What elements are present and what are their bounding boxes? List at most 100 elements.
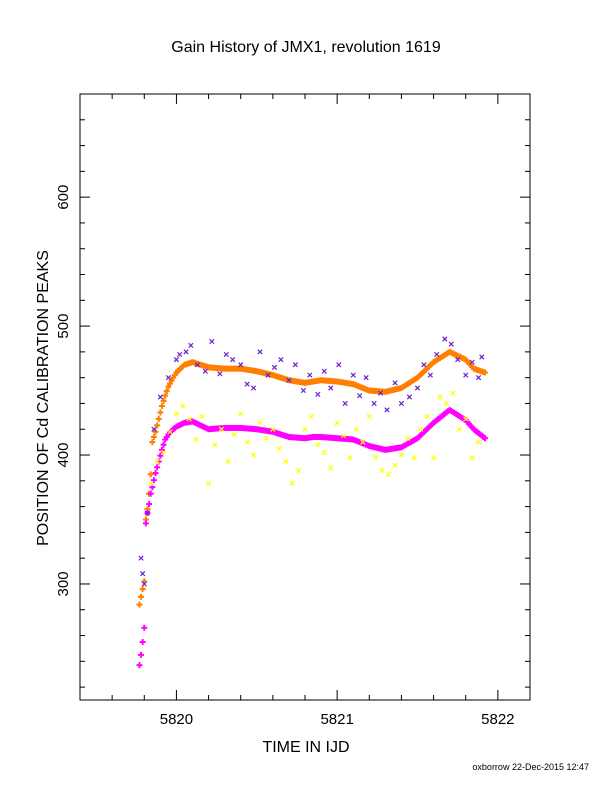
data-point bbox=[193, 436, 199, 443]
data-point bbox=[141, 624, 148, 631]
fit-marker bbox=[150, 433, 157, 440]
data-point bbox=[321, 449, 327, 456]
data-point bbox=[136, 601, 143, 608]
x-axis-label: TIME IN IJD bbox=[262, 739, 349, 756]
data-point bbox=[450, 390, 456, 396]
y-axis: 300 400 500 600 bbox=[55, 93, 530, 688]
data-point bbox=[139, 586, 146, 593]
data-point bbox=[146, 501, 153, 508]
data-point bbox=[180, 403, 186, 409]
data-point bbox=[136, 662, 143, 669]
data-point bbox=[165, 375, 172, 381]
data-point bbox=[469, 454, 475, 461]
data-point bbox=[202, 368, 208, 374]
data-point bbox=[328, 465, 334, 471]
data-point bbox=[225, 458, 231, 465]
data-point bbox=[405, 435, 411, 441]
data-point bbox=[151, 426, 157, 432]
data-point bbox=[158, 403, 165, 410]
x-tick-label: 5820 bbox=[160, 711, 193, 728]
y-axis-label: POSITION OF Cd CALIBRATION PEAKS bbox=[35, 250, 52, 546]
data-point bbox=[406, 394, 413, 400]
data-point bbox=[300, 387, 307, 394]
chart-title: Gain History of JMX1, revolution 1619 bbox=[171, 39, 441, 56]
data-point bbox=[443, 400, 450, 407]
data-point bbox=[377, 390, 384, 396]
series-upper_fit bbox=[136, 348, 488, 608]
data-point bbox=[270, 426, 276, 432]
data-point bbox=[271, 364, 278, 370]
fit-marker bbox=[157, 452, 164, 459]
data-point bbox=[347, 454, 353, 461]
data-point bbox=[442, 336, 448, 342]
data-point bbox=[302, 426, 308, 432]
data-point bbox=[350, 372, 356, 378]
x-tick-label: 5821 bbox=[320, 711, 353, 728]
x-tick-label: 5822 bbox=[481, 711, 514, 728]
data-point bbox=[177, 351, 183, 358]
data-point bbox=[292, 362, 298, 368]
data-point bbox=[149, 439, 156, 446]
data-point bbox=[482, 369, 488, 376]
data-point bbox=[147, 471, 154, 478]
data-point bbox=[142, 520, 149, 527]
fit-marker bbox=[154, 422, 161, 429]
data-point bbox=[398, 400, 405, 407]
fit-marker bbox=[157, 409, 164, 416]
data-point bbox=[437, 394, 443, 400]
data-point bbox=[278, 356, 284, 363]
data-point bbox=[183, 349, 189, 355]
data-point bbox=[371, 400, 377, 407]
data-point bbox=[148, 480, 154, 487]
data-point bbox=[289, 480, 295, 487]
data-point bbox=[307, 372, 313, 378]
data-point bbox=[414, 385, 421, 391]
data-point bbox=[205, 480, 212, 487]
data-point bbox=[186, 416, 192, 422]
data-point bbox=[199, 413, 205, 419]
data-point bbox=[334, 420, 340, 426]
data-point bbox=[336, 362, 342, 368]
data-point bbox=[366, 413, 372, 419]
data-point bbox=[463, 372, 469, 378]
data-point bbox=[138, 593, 145, 600]
series-lower_fit bbox=[136, 406, 488, 669]
data-point bbox=[160, 449, 167, 456]
data-point bbox=[154, 458, 160, 465]
data-point bbox=[456, 426, 462, 432]
data-point bbox=[479, 354, 485, 360]
data-point bbox=[223, 351, 229, 358]
data-point bbox=[167, 429, 173, 435]
fit-marker bbox=[154, 464, 161, 471]
data-point bbox=[475, 375, 482, 381]
data-point bbox=[231, 431, 237, 438]
data-point bbox=[212, 442, 218, 448]
data-point bbox=[162, 392, 169, 399]
data-point bbox=[360, 439, 366, 445]
y-tick-label: 600 bbox=[55, 185, 72, 210]
series-upper_points bbox=[138, 336, 485, 587]
data-point bbox=[421, 362, 427, 368]
data-point bbox=[209, 338, 215, 345]
footer-credit: oxborrow 22-Dec-2015 12:47 bbox=[472, 762, 589, 772]
data-point bbox=[475, 439, 482, 445]
data-point bbox=[263, 435, 270, 441]
data-point bbox=[155, 415, 162, 422]
data-point bbox=[315, 442, 321, 448]
data-point bbox=[250, 385, 257, 391]
data-point bbox=[139, 638, 146, 645]
data-point bbox=[384, 407, 390, 413]
data-point bbox=[165, 383, 172, 390]
data-point bbox=[140, 571, 146, 577]
y-tick-label: 400 bbox=[55, 443, 72, 468]
plot-frame bbox=[79, 93, 531, 701]
plot-border bbox=[79, 93, 531, 701]
data-point bbox=[276, 445, 282, 452]
data-point bbox=[392, 380, 398, 386]
data-point bbox=[158, 446, 165, 453]
data-point bbox=[295, 467, 302, 474]
data-point bbox=[238, 411, 244, 417]
y-tick-label: 300 bbox=[55, 571, 72, 596]
data-point bbox=[230, 356, 236, 363]
